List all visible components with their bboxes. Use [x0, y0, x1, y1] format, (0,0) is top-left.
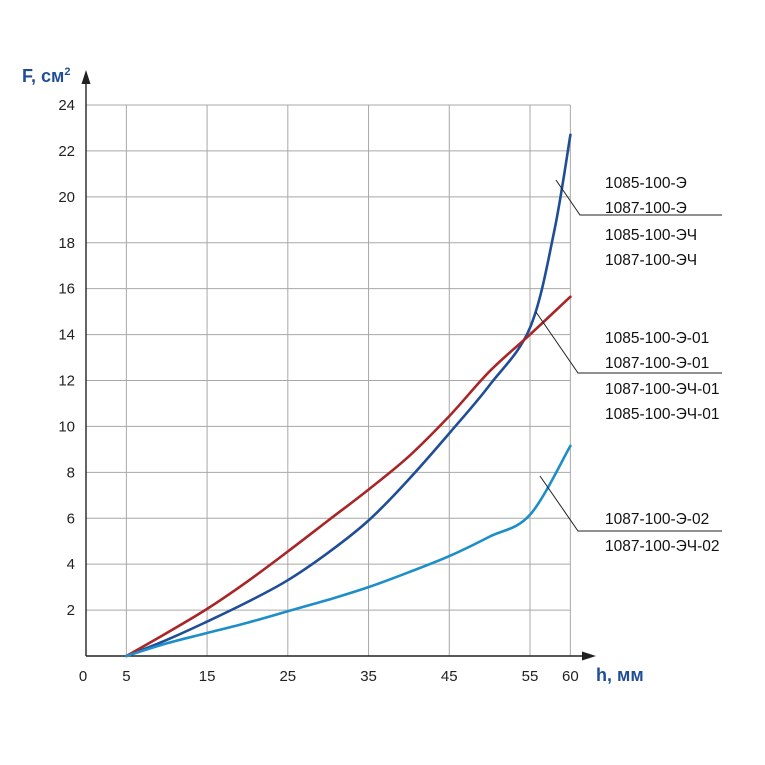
y-tick-label: 14 [58, 327, 75, 344]
legend-label: 1085-100-ЭЧ [605, 227, 697, 244]
y-axis-title-superscript: 2 [64, 66, 70, 78]
y-tick-label: 22 [58, 143, 75, 160]
legend-label: 1087-100-ЭЧ-01 [605, 381, 720, 398]
x-tick-label: 5 [122, 668, 130, 685]
legend-label: 1085-100-Э [605, 175, 687, 192]
y-axis-arrow [81, 70, 91, 84]
y-tick-label: 18 [58, 235, 75, 252]
y-tick-label: 24 [58, 97, 75, 114]
legend-label: 1087-100-Э-02 [605, 511, 709, 528]
y-tick-label: 20 [58, 189, 75, 206]
series-line-2 [125, 295, 572, 658]
legend-label: 1085-100-ЭЧ-01 [605, 406, 720, 423]
x-axis-arrow [582, 651, 596, 661]
grid [86, 104, 571, 656]
legend-label: 1085-100-Э-01 [605, 330, 709, 347]
series-line-1 [125, 133, 572, 658]
y-tick-label: 16 [58, 281, 75, 298]
leader-line-2 [535, 311, 722, 374]
axes [81, 70, 596, 661]
x-tick-label: 35 [360, 668, 377, 685]
x-tick-label: 15 [199, 668, 216, 685]
legend-label: 1087-100-ЭЧ [605, 252, 697, 269]
x-axis-title: h, мм [596, 665, 644, 685]
leader-line-3 [539, 475, 722, 532]
series-line-3 [125, 444, 572, 658]
x-tick-label: 60 [562, 668, 579, 685]
legend-label: 1087-100-Э [605, 200, 687, 217]
y-tick-label: 10 [58, 418, 75, 435]
y-tick-label: 2 [67, 602, 75, 619]
y-tick-label: 8 [67, 464, 75, 481]
legend: 1085-100-Э 1087-100-Э 1085-100-ЭЧ 1087-100-… [605, 175, 720, 555]
y-axis-title-text: F, см [22, 66, 64, 86]
leader-line-1 [555, 179, 722, 216]
x-tick-label: 55 [522, 668, 539, 685]
y-tick-label: 6 [67, 510, 75, 527]
leader-lines [535, 179, 722, 532]
legend-label: 1087-100-ЭЧ-02 [605, 538, 720, 555]
y-tick-label: 12 [58, 373, 75, 390]
y-tick-label: 4 [67, 556, 75, 573]
x-origin-label: 0 [79, 668, 87, 685]
x-tick-label: 45 [441, 668, 458, 685]
curves [125, 133, 572, 658]
y-axis-title: F, см2 [22, 66, 70, 86]
x-tick-label: 25 [279, 668, 296, 685]
legend-label: 1087-100-Э-01 [605, 355, 709, 372]
